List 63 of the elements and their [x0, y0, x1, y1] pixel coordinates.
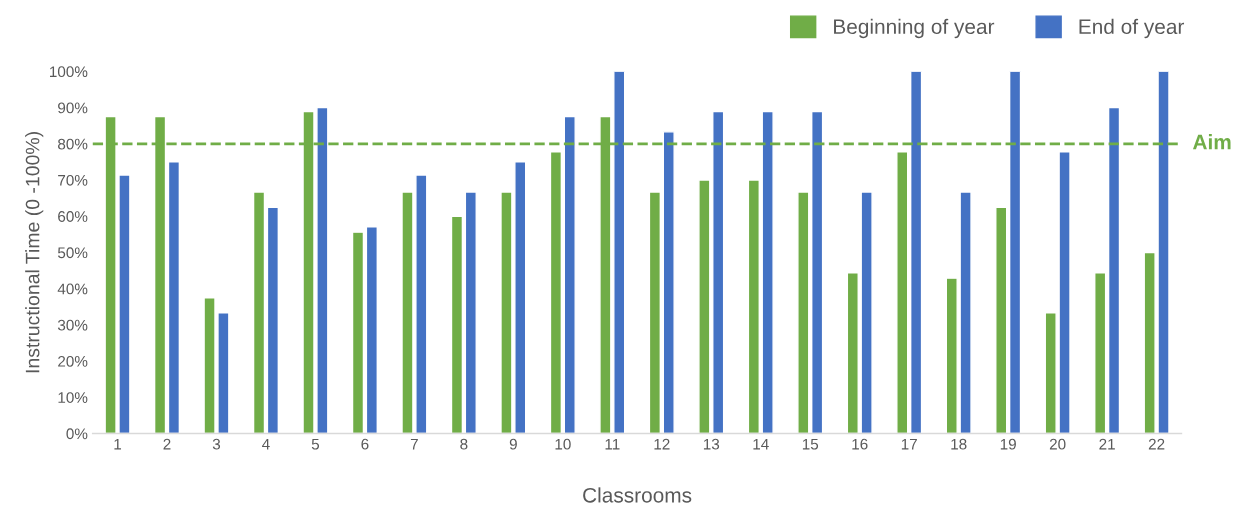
y-tick-label: 50%	[57, 247, 88, 259]
bar	[698, 179, 711, 434]
bar	[797, 191, 810, 434]
x-tick-label: 5	[311, 438, 320, 450]
x-tick-label: 13	[703, 438, 720, 450]
x-tick-label: 19	[1000, 438, 1016, 450]
y-tick-label: 80%	[58, 138, 88, 150]
x-tick-label: 4	[262, 438, 270, 450]
bar	[365, 226, 378, 434]
y-axis-title: Instructional Time (0 -100%)	[25, 132, 44, 373]
x-tick-label: 15	[802, 438, 819, 450]
bar	[811, 110, 824, 434]
x-tick-label: 18	[951, 438, 967, 450]
y-tick-label: 60%	[58, 211, 88, 222]
y-tick-label: 30%	[57, 319, 88, 331]
x-tick-label: 21	[1099, 438, 1115, 450]
y-tick-label: 20%	[58, 355, 88, 367]
y-tick-label: 100%	[50, 66, 88, 78]
x-tick-label: 2	[163, 438, 171, 450]
bar	[909, 71, 923, 434]
x-tick-label: 14	[753, 438, 769, 450]
bar	[563, 115, 576, 434]
bar	[1008, 71, 1022, 434]
x-tick-label: 1	[114, 438, 122, 450]
y-tick-label: 0%	[66, 428, 88, 440]
bar	[1107, 106, 1121, 434]
ref-line-label: Aim	[1192, 134, 1231, 150]
bar	[712, 110, 725, 434]
bar	[549, 151, 563, 434]
bar	[252, 191, 266, 434]
legend-label: End of year	[1079, 18, 1185, 39]
x-tick-label: 20	[1049, 438, 1066, 450]
x-tick-label: 16	[852, 438, 868, 450]
bar	[450, 215, 464, 434]
bar	[167, 161, 181, 434]
bar	[896, 151, 909, 434]
bar	[995, 206, 1008, 434]
y-tick-label: 10%	[58, 392, 88, 403]
bar	[1094, 272, 1107, 434]
bar	[648, 191, 662, 434]
bar	[464, 191, 477, 434]
x-tick-label: 22	[1148, 438, 1165, 450]
x-tick-label: 11	[605, 438, 620, 450]
x-tick-label: 12	[654, 438, 670, 450]
bar	[860, 191, 873, 434]
y-tick-label: 70%	[58, 174, 88, 186]
bar	[266, 206, 280, 434]
bar	[747, 179, 760, 434]
x-axis-title: Classrooms	[583, 487, 692, 503]
y-tick-label: 40%	[57, 283, 88, 295]
x-tick-label: 6	[361, 438, 369, 450]
x-tick-label: 17	[901, 438, 917, 450]
x-tick-label: 10	[555, 438, 571, 450]
y-tick-label: 90%	[58, 102, 88, 114]
bar	[846, 272, 859, 434]
bar	[761, 110, 774, 434]
x-tick-label: 3	[212, 438, 221, 450]
bar	[351, 231, 365, 434]
x-tick-label: 7	[410, 438, 418, 450]
legend-label: Beginning of year	[834, 18, 995, 39]
x-tick-label: 9	[509, 438, 517, 450]
x-tick-label: 8	[460, 438, 468, 450]
bar	[662, 131, 675, 434]
